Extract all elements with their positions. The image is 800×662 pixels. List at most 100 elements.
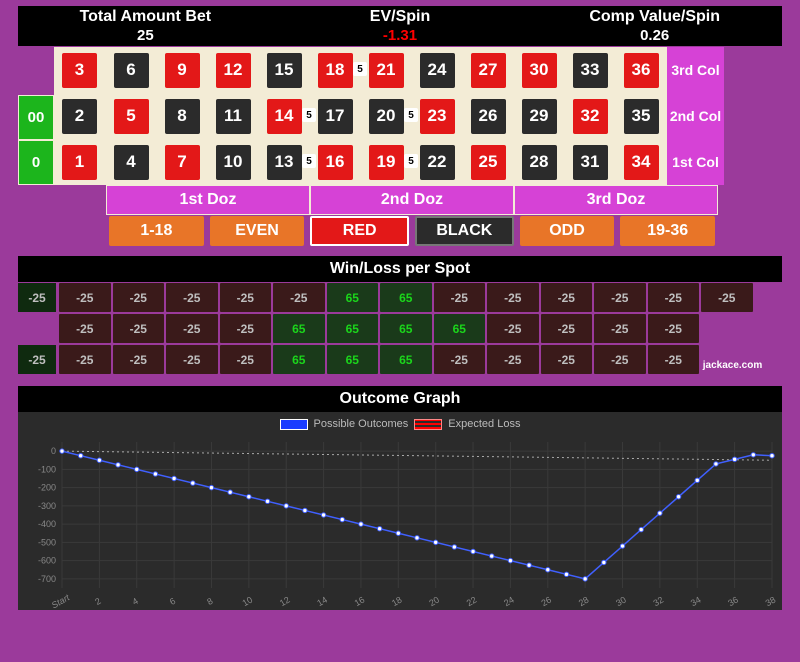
number-3: 3 xyxy=(62,53,97,88)
outside-bet-1-18[interactable]: 1-18 xyxy=(109,216,204,246)
number-11: 11 xyxy=(216,99,251,134)
number-cell-32[interactable]: 32 xyxy=(564,93,615,139)
zero-column: 000 xyxy=(18,47,54,185)
number-cell-23[interactable]: 23 xyxy=(411,93,462,139)
number-cell-7[interactable]: 7 xyxy=(156,139,207,185)
number-cell-24[interactable]: 24 xyxy=(411,47,462,93)
svg-text:14: 14 xyxy=(315,595,329,609)
comp-value: Comp Value/Spin 0.26 xyxy=(527,8,782,44)
svg-text:4: 4 xyxy=(131,596,140,607)
winloss-row: -25-25-25-25656565-25-25-25-25-25jackace… xyxy=(58,345,782,374)
number-cell-34[interactable]: 34 xyxy=(615,139,666,185)
dozen-bet[interactable]: 2nd Doz xyxy=(310,185,514,215)
dozen-bet[interactable]: 3rd Doz xyxy=(514,185,718,215)
number-6: 6 xyxy=(114,53,149,88)
winloss-cell: -25 xyxy=(220,345,272,374)
column-bet[interactable]: 3rd Col xyxy=(666,47,724,93)
number-cell-12[interactable]: 12 xyxy=(207,47,258,93)
number-7: 7 xyxy=(165,145,200,180)
number-cell-1[interactable]: 1 xyxy=(54,139,105,185)
number-cell-4[interactable]: 4 xyxy=(105,139,156,185)
number-5: 5 xyxy=(114,99,149,134)
bet-chip[interactable]: 5 xyxy=(353,62,367,76)
stats-header: Total Amount Bet 25 EV/Spin -1.31 Comp V… xyxy=(18,6,782,46)
number-cell-31[interactable]: 31 xyxy=(564,139,615,185)
winloss-cell: -25 xyxy=(434,283,486,312)
column-bet[interactable]: 1st Col xyxy=(666,139,724,185)
zero-cell-0[interactable]: 0 xyxy=(18,140,54,185)
winloss-cell: -25 xyxy=(113,314,165,343)
number-cell-3[interactable]: 3 xyxy=(54,47,105,93)
number-cell-36[interactable]: 36 xyxy=(615,47,666,93)
svg-text:10: 10 xyxy=(241,595,255,609)
number-cell-13[interactable]: 135 xyxy=(258,139,309,185)
svg-text:26: 26 xyxy=(539,595,553,609)
outside-bet-black[interactable]: BLACK xyxy=(415,216,514,246)
number-cell-18[interactable]: 185 xyxy=(309,47,360,93)
bet-chip[interactable]: 5 xyxy=(404,108,418,122)
number-cell-2[interactable]: 2 xyxy=(54,93,105,139)
number-cell-33[interactable]: 33 xyxy=(564,47,615,93)
number-cell-28[interactable]: 28 xyxy=(513,139,564,185)
ev-spin: EV/Spin -1.31 xyxy=(273,8,528,44)
number-cell-11[interactable]: 11 xyxy=(207,93,258,139)
number-cell-19[interactable]: 195 xyxy=(360,139,411,185)
svg-text:-100: -100 xyxy=(38,464,56,474)
total-bet-value: 25 xyxy=(18,27,273,44)
number-cell-30[interactable]: 30 xyxy=(513,47,564,93)
number-cell-9[interactable]: 9 xyxy=(156,47,207,93)
winloss-cell: -25 xyxy=(220,314,272,343)
winloss-numbers: -25-25-25-25656565-25-25-25-25-25jackace… xyxy=(58,283,782,376)
number-cell-16[interactable]: 16 xyxy=(309,139,360,185)
outside-bet-odd[interactable]: ODD xyxy=(520,216,615,246)
outside-bet-red[interactable]: RED xyxy=(310,216,409,246)
number-cell-14[interactable]: 145 xyxy=(258,93,309,139)
column-bet[interactable]: 2nd Col xyxy=(666,93,724,139)
bet-chip[interactable]: 5 xyxy=(404,154,418,168)
number-33: 33 xyxy=(573,53,608,88)
number-cell-29[interactable]: 29 xyxy=(513,93,564,139)
bet-chip[interactable]: 5 xyxy=(302,154,316,168)
legend-swatch-possible xyxy=(280,419,308,430)
number-32: 32 xyxy=(573,99,608,134)
outside-bet-even[interactable]: EVEN xyxy=(210,216,305,246)
bet-chip[interactable]: 5 xyxy=(302,108,316,122)
number-24: 24 xyxy=(420,53,455,88)
winloss-row: -25-25-25-25-256565-25-25-25-25-25-25 xyxy=(58,283,782,312)
zero-cell-00[interactable]: 00 xyxy=(18,95,54,140)
outcome-graph-title: Outcome Graph xyxy=(18,386,782,412)
svg-text:28: 28 xyxy=(577,595,591,609)
winloss-cell: -25 xyxy=(273,283,325,312)
number-cell-22[interactable]: 22 xyxy=(411,139,462,185)
number-cell-10[interactable]: 10 xyxy=(207,139,258,185)
outside-bet-19-36[interactable]: 19-36 xyxy=(620,216,715,246)
number-cell-15[interactable]: 15 xyxy=(258,47,309,93)
number-cell-6[interactable]: 6 xyxy=(105,47,156,93)
number-cell-5[interactable]: 5 xyxy=(105,93,156,139)
number-cell-35[interactable]: 35 xyxy=(615,93,666,139)
number-26: 26 xyxy=(471,99,506,134)
number-cell-8[interactable]: 8 xyxy=(156,93,207,139)
svg-text:36: 36 xyxy=(726,595,740,609)
svg-text:2: 2 xyxy=(93,596,102,607)
number-25: 25 xyxy=(471,145,506,180)
dozen-bet[interactable]: 1st Doz xyxy=(106,185,310,215)
number-cell-21[interactable]: 21 xyxy=(360,47,411,93)
number-17: 17 xyxy=(318,99,353,134)
number-cell-17[interactable]: 17 xyxy=(309,93,360,139)
ev-value: -1.31 xyxy=(273,27,528,44)
number-cell-27[interactable]: 27 xyxy=(462,47,513,93)
winloss-grid: -25-25 -25-25-25-25656565-25-25-25-25-25… xyxy=(18,283,782,376)
number-1: 1 xyxy=(62,145,97,180)
number-18: 18 xyxy=(318,53,353,88)
number-cell-26[interactable]: 26 xyxy=(462,93,513,139)
number-cell-20[interactable]: 205 xyxy=(360,93,411,139)
svg-text:-200: -200 xyxy=(38,483,56,493)
winloss-cell: -25 xyxy=(113,283,165,312)
svg-text:-500: -500 xyxy=(38,537,56,547)
number-grid: 147101351619522252831341st Col2581114517… xyxy=(54,47,782,185)
svg-text:12: 12 xyxy=(278,595,292,609)
svg-text:-300: -300 xyxy=(38,501,56,511)
ev-label: EV/Spin xyxy=(273,8,528,26)
number-cell-25[interactable]: 25 xyxy=(462,139,513,185)
